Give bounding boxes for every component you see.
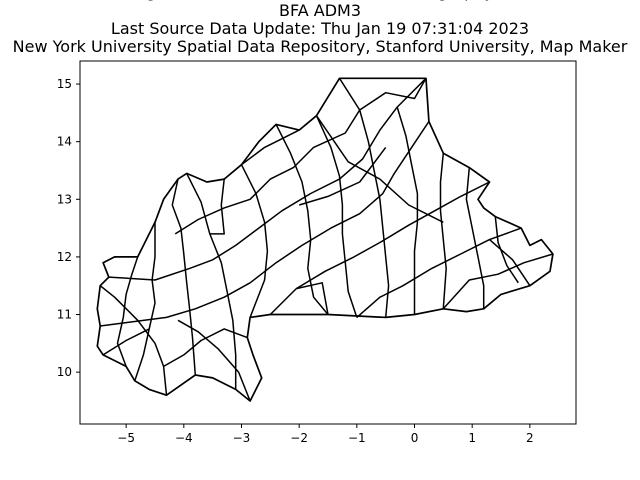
axes-frame (79, 60, 577, 425)
x-axis: −5 −4 −3 −2 −1 0 1 2 (117, 424, 534, 445)
country-outline (96, 77, 554, 402)
subdivision-boundary (241, 129, 300, 166)
subdivision-boundary (102, 328, 150, 356)
x-tick-label: −5 (117, 431, 135, 445)
map-title-line-2: BFA ADM3 (279, 1, 361, 20)
y-tick-label: 13 (57, 192, 72, 206)
subdivision-boundary (494, 216, 519, 284)
x-tick-label: 0 (411, 431, 419, 445)
subdivision-boundary (465, 167, 485, 309)
y-tick-label: 12 (57, 250, 72, 264)
y-tick-label: 14 (57, 135, 72, 149)
y-tick-label: 10 (57, 365, 72, 379)
y-axis: 10 11 12 13 14 15 (57, 77, 80, 379)
subdivision-boundary (163, 328, 248, 368)
subdivision-boundary (442, 253, 554, 310)
subdivision-boundary (116, 256, 139, 367)
subdivision-boundary (396, 106, 419, 315)
y-tick-label: 15 (57, 77, 72, 91)
map-layer (96, 77, 554, 402)
map-title-line-3: Last Source Data Update: Thu Jan 19 07:3… (111, 19, 529, 38)
subdivision-boundary (358, 109, 390, 318)
subdivision-boundary (186, 173, 237, 390)
subdivision-boundary (100, 121, 430, 327)
x-tick-label: −3 (233, 431, 251, 445)
subdivision-boundary (296, 282, 329, 315)
subdivision-boundary (108, 77, 427, 281)
x-tick-label: 1 (468, 431, 476, 445)
subdivision-boundary (298, 146, 387, 206)
x-tick-label: 2 (526, 431, 534, 445)
subdivision-boundary (439, 153, 447, 309)
subdivision-boundary (275, 124, 329, 315)
subdivision-boundary (134, 222, 156, 382)
subdivision-boundary (209, 179, 225, 235)
subdivision-boundary (240, 164, 269, 318)
x-tick-label: −2 (290, 431, 308, 445)
subdivision-boundary (315, 115, 444, 223)
x-tick-label: −4 (175, 431, 193, 445)
subdivision-boundary (315, 115, 358, 318)
subdivision-boundary (489, 239, 531, 287)
subdivision-boundary (171, 178, 197, 376)
subdivision-boundary (99, 285, 168, 396)
map-title-line-1: geoBoundaries Unit Subdivision Geography (146, 0, 494, 1)
subdivision-boundary (269, 181, 490, 316)
x-tick-label: −1 (348, 431, 366, 445)
subdivision-boundary (174, 77, 361, 235)
y-tick-label: 11 (57, 308, 72, 322)
subdivision-boundary (359, 77, 427, 111)
map-title-line-4: New York University Spatial Data Reposit… (13, 37, 628, 56)
